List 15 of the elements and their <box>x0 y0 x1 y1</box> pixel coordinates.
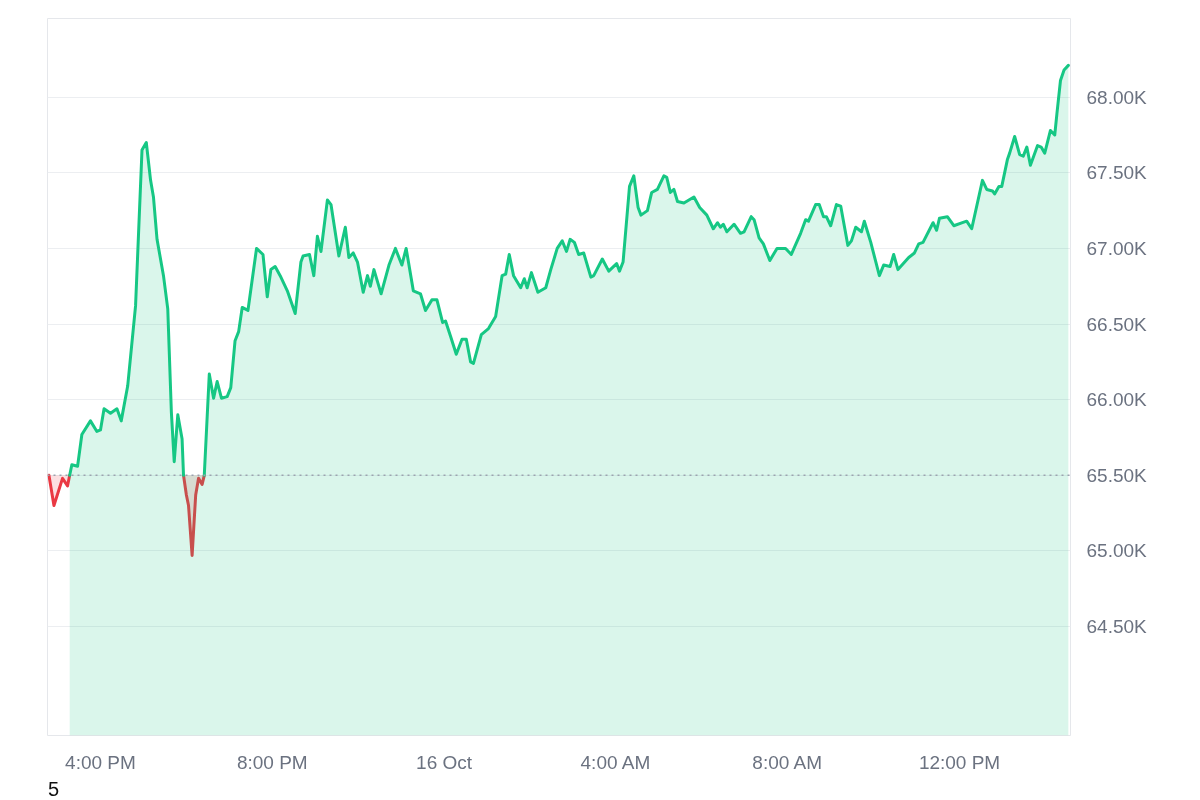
x-tick-label: 4:00 PM <box>65 751 136 773</box>
y-tick-label: 65.50K <box>1086 464 1148 486</box>
x-tick-label: 4:00 AM <box>580 751 651 773</box>
x-tick-label: 16 Oct <box>416 751 473 773</box>
text: 5 <box>48 777 60 800</box>
y-tick-label: 68.00K <box>1086 86 1148 108</box>
y-tick-label: 66.00K <box>1086 389 1148 411</box>
y-tick-label: 66.50K <box>1086 313 1148 335</box>
x-tick-label: 8:00 PM <box>236 751 308 773</box>
y-tick-label: 67.50K <box>1086 162 1148 184</box>
x-tick-label: 8:00 AM <box>752 751 823 773</box>
x-tick-label: 12:00 PM <box>918 751 1001 773</box>
y-tick-label: 65.00K <box>1086 540 1148 562</box>
y-tick-label: 67.00K <box>1086 237 1148 259</box>
y-tick-label: 64.50K <box>1086 616 1148 638</box>
